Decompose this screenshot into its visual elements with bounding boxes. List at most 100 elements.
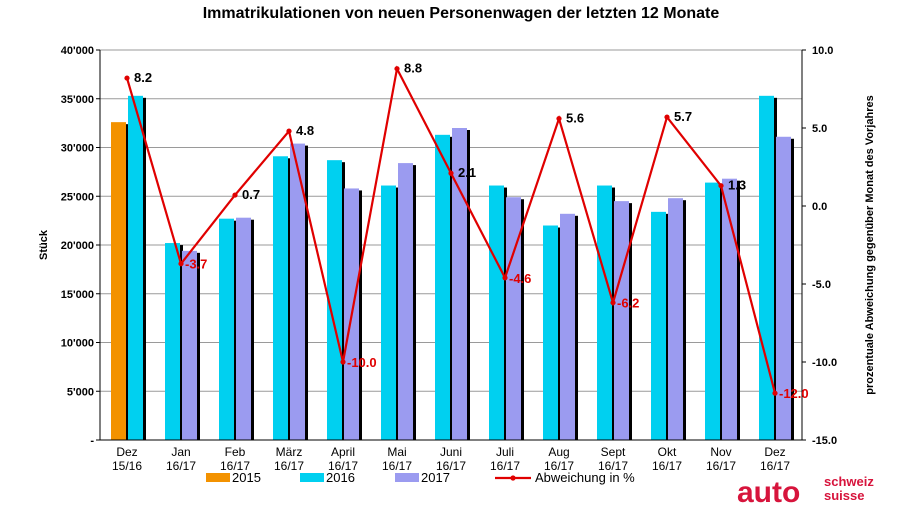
x-tick-label: 15/16 bbox=[112, 459, 142, 473]
line-point bbox=[178, 261, 184, 267]
data-label: 1.3 bbox=[728, 178, 746, 193]
bar-2016 bbox=[597, 185, 612, 440]
x-tick-label: 16/17 bbox=[652, 459, 682, 473]
data-label: 4.8 bbox=[296, 123, 314, 138]
x-tick-label: Okt bbox=[658, 445, 677, 459]
bar-2016 bbox=[327, 160, 342, 441]
data-label: 5.7 bbox=[674, 109, 692, 124]
y-axis-label: Stück bbox=[38, 229, 50, 260]
y-tick-label: 5'000 bbox=[67, 386, 94, 398]
bar-2017 bbox=[560, 213, 575, 440]
x-tick-label: 16/17 bbox=[598, 459, 628, 473]
line-point bbox=[124, 75, 130, 81]
data-label: 2.1 bbox=[458, 165, 476, 180]
data-label: -3.7 bbox=[185, 257, 207, 272]
chart-title: Immatrikulationen von neuen Personenwage… bbox=[203, 5, 720, 22]
y2-tick-label: -15.0 bbox=[812, 435, 837, 447]
x-tick-label: 16/17 bbox=[382, 459, 412, 473]
x-tick-label: 16/17 bbox=[274, 459, 304, 473]
legend-label: 2015 bbox=[232, 470, 261, 485]
y-tick-label: 35'000 bbox=[61, 94, 94, 106]
x-tick-label: 16/17 bbox=[166, 459, 196, 473]
bar-2017 bbox=[290, 143, 305, 440]
x-tick-label: Sept bbox=[601, 445, 626, 459]
bar-2016 bbox=[651, 211, 666, 440]
legend-label: 2017 bbox=[421, 470, 450, 485]
y-tick-label: 10'000 bbox=[61, 338, 94, 350]
bar-2015 bbox=[111, 122, 126, 441]
x-tick-label: Juni bbox=[440, 445, 462, 459]
data-label: -12.0 bbox=[779, 386, 809, 401]
bar-2017 bbox=[182, 250, 197, 440]
legend-label: Abweichung in % bbox=[535, 470, 635, 485]
bar-2017 bbox=[776, 136, 791, 440]
bar-2017 bbox=[236, 217, 251, 440]
x-tick-label: 16/17 bbox=[706, 459, 736, 473]
y-tick-label: 15'000 bbox=[61, 289, 94, 301]
bar-2016 bbox=[543, 225, 558, 440]
y2-tick-label: 0.0 bbox=[812, 201, 827, 213]
line-point bbox=[448, 170, 454, 176]
bar-2017 bbox=[722, 178, 737, 440]
y2-tick-label: -5.0 bbox=[812, 279, 831, 291]
data-label: 0.7 bbox=[242, 187, 260, 202]
line-point bbox=[772, 390, 778, 396]
line-point bbox=[556, 116, 562, 122]
data-label: 5.6 bbox=[566, 111, 584, 126]
bar-2017 bbox=[398, 163, 413, 440]
data-label: -4.6 bbox=[509, 271, 531, 286]
line-point bbox=[610, 300, 616, 306]
bar-2017 bbox=[452, 128, 467, 440]
bar-2016 bbox=[165, 243, 180, 440]
logo-line2-text: suisse bbox=[824, 488, 864, 503]
x-tick-label: Dez bbox=[116, 445, 137, 459]
legend-label: 2016 bbox=[326, 470, 355, 485]
line-point bbox=[502, 275, 508, 281]
y2-axis-label: prozentuale Abweichung gegenüber Monat d… bbox=[864, 95, 876, 395]
y-tick-label: 30'000 bbox=[61, 143, 94, 155]
line-point bbox=[394, 66, 400, 72]
x-tick-label: April bbox=[331, 445, 355, 459]
x-tick-label: 16/17 bbox=[220, 459, 250, 473]
legend-swatch bbox=[395, 473, 419, 482]
bar-2016 bbox=[759, 95, 774, 440]
bar-2017 bbox=[506, 197, 521, 440]
y-tick-label: 40'000 bbox=[61, 45, 94, 57]
y-tick-label: 20'000 bbox=[61, 240, 94, 252]
y2-tick-label: 10.0 bbox=[812, 45, 833, 57]
y-tick-label: - bbox=[90, 435, 94, 447]
x-tick-label: Dez bbox=[764, 445, 785, 459]
line-point bbox=[286, 128, 292, 134]
line-point bbox=[340, 359, 346, 365]
bar-2016 bbox=[219, 218, 234, 440]
x-tick-label: 16/17 bbox=[436, 459, 466, 473]
x-tick-label: Jan bbox=[171, 445, 190, 459]
line-point bbox=[232, 192, 238, 198]
y2-tick-label: 5.0 bbox=[812, 123, 827, 135]
x-tick-label: Mai bbox=[387, 445, 406, 459]
line-point bbox=[718, 183, 724, 189]
data-label: -10.0 bbox=[347, 355, 377, 370]
legend-swatch bbox=[300, 473, 324, 482]
bar-2016 bbox=[381, 185, 396, 440]
y-tick-label: 25'000 bbox=[61, 191, 94, 203]
x-tick-label: März bbox=[276, 445, 303, 459]
x-tick-label: Juli bbox=[496, 445, 514, 459]
data-label: -6.2 bbox=[617, 296, 639, 311]
bar-2017 bbox=[668, 198, 683, 440]
legend-swatch bbox=[206, 473, 230, 482]
x-tick-label: Nov bbox=[710, 445, 731, 459]
auto-schweiz-logo: auto schweiz suisse bbox=[737, 474, 874, 509]
x-tick-label: 16/17 bbox=[544, 459, 574, 473]
bar-2016 bbox=[273, 156, 288, 440]
x-tick-label: 16/17 bbox=[328, 459, 358, 473]
bar-2016 bbox=[435, 134, 450, 440]
line-point bbox=[664, 114, 670, 120]
logo-main-text: auto bbox=[737, 476, 800, 509]
bar-2016 bbox=[128, 95, 143, 440]
x-tick-label: 16/17 bbox=[760, 459, 790, 473]
bar-2016 bbox=[705, 182, 720, 440]
x-tick-label: Aug bbox=[548, 445, 569, 459]
bar-2016 bbox=[489, 185, 504, 440]
